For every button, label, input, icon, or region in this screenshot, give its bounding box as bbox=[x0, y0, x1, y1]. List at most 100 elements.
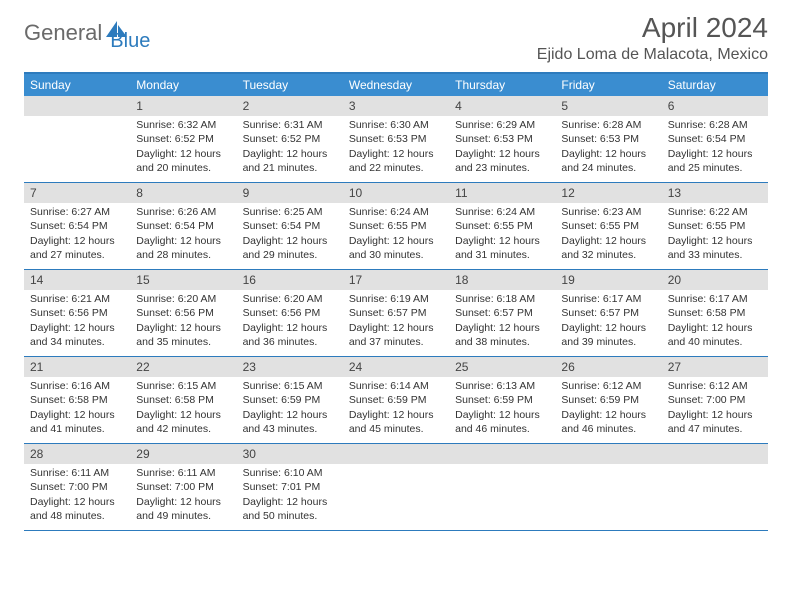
day-cell: 14Sunrise: 6:21 AMSunset: 6:56 PMDayligh… bbox=[24, 270, 130, 356]
day-cell: 24Sunrise: 6:14 AMSunset: 6:59 PMDayligh… bbox=[343, 357, 449, 443]
sunrise-text: Sunrise: 6:20 AM bbox=[136, 292, 230, 306]
day-body: Sunrise: 6:25 AMSunset: 6:54 PMDaylight:… bbox=[237, 203, 343, 266]
day-header-tue: Tuesday bbox=[237, 74, 343, 96]
day-body: Sunrise: 6:13 AMSunset: 6:59 PMDaylight:… bbox=[449, 377, 555, 440]
sunrise-text: Sunrise: 6:17 AM bbox=[561, 292, 655, 306]
location-text: Ejido Loma de Malacota, Mexico bbox=[537, 46, 768, 64]
day-body: Sunrise: 6:27 AMSunset: 6:54 PMDaylight:… bbox=[24, 203, 130, 266]
sunrise-text: Sunrise: 6:28 AM bbox=[668, 118, 762, 132]
sunrise-text: Sunrise: 6:17 AM bbox=[668, 292, 762, 306]
day-body: Sunrise: 6:16 AMSunset: 6:58 PMDaylight:… bbox=[24, 377, 130, 440]
logo-text-blue: Blue bbox=[110, 12, 150, 53]
week-row: 7Sunrise: 6:27 AMSunset: 6:54 PMDaylight… bbox=[24, 183, 768, 270]
weeks-container: 1Sunrise: 6:32 AMSunset: 6:52 PMDaylight… bbox=[24, 96, 768, 531]
day-cell bbox=[24, 96, 130, 182]
day-body: Sunrise: 6:24 AMSunset: 6:55 PMDaylight:… bbox=[449, 203, 555, 266]
day-body: Sunrise: 6:24 AMSunset: 6:55 PMDaylight:… bbox=[343, 203, 449, 266]
daylight-text: Daylight: 12 hours and 22 minutes. bbox=[349, 147, 443, 175]
daylight-text: Daylight: 12 hours and 27 minutes. bbox=[30, 234, 124, 262]
daylight-text: Daylight: 12 hours and 32 minutes. bbox=[561, 234, 655, 262]
day-header-sat: Saturday bbox=[662, 74, 768, 96]
day-cell: 28Sunrise: 6:11 AMSunset: 7:00 PMDayligh… bbox=[24, 444, 130, 530]
sunrise-text: Sunrise: 6:23 AM bbox=[561, 205, 655, 219]
day-cell: 10Sunrise: 6:24 AMSunset: 6:55 PMDayligh… bbox=[343, 183, 449, 269]
day-cell: 5Sunrise: 6:28 AMSunset: 6:53 PMDaylight… bbox=[555, 96, 661, 182]
sunrise-text: Sunrise: 6:30 AM bbox=[349, 118, 443, 132]
sunset-text: Sunset: 6:54 PM bbox=[136, 219, 230, 233]
day-number: 5 bbox=[555, 96, 661, 116]
day-number: 6 bbox=[662, 96, 768, 116]
day-cell: 15Sunrise: 6:20 AMSunset: 6:56 PMDayligh… bbox=[130, 270, 236, 356]
day-cell: 8Sunrise: 6:26 AMSunset: 6:54 PMDaylight… bbox=[130, 183, 236, 269]
day-body: Sunrise: 6:28 AMSunset: 6:53 PMDaylight:… bbox=[555, 116, 661, 179]
sunset-text: Sunset: 6:53 PM bbox=[561, 132, 655, 146]
day-body: Sunrise: 6:26 AMSunset: 6:54 PMDaylight:… bbox=[130, 203, 236, 266]
day-body: Sunrise: 6:17 AMSunset: 6:57 PMDaylight:… bbox=[555, 290, 661, 353]
header: General Blue April 2024 Ejido Loma de Ma… bbox=[0, 0, 792, 68]
day-cell: 23Sunrise: 6:15 AMSunset: 6:59 PMDayligh… bbox=[237, 357, 343, 443]
daylight-text: Daylight: 12 hours and 34 minutes. bbox=[30, 321, 124, 349]
day-number: 28 bbox=[24, 444, 130, 464]
logo-text-general: General bbox=[24, 20, 102, 46]
day-cell: 3Sunrise: 6:30 AMSunset: 6:53 PMDaylight… bbox=[343, 96, 449, 182]
sunrise-text: Sunrise: 6:12 AM bbox=[561, 379, 655, 393]
sunrise-text: Sunrise: 6:15 AM bbox=[136, 379, 230, 393]
day-cell bbox=[449, 444, 555, 530]
daylight-text: Daylight: 12 hours and 20 minutes. bbox=[136, 147, 230, 175]
sunset-text: Sunset: 6:54 PM bbox=[30, 219, 124, 233]
day-body: Sunrise: 6:15 AMSunset: 6:59 PMDaylight:… bbox=[237, 377, 343, 440]
daylight-text: Daylight: 12 hours and 39 minutes. bbox=[561, 321, 655, 349]
sunrise-text: Sunrise: 6:11 AM bbox=[30, 466, 124, 480]
day-cell: 19Sunrise: 6:17 AMSunset: 6:57 PMDayligh… bbox=[555, 270, 661, 356]
sunrise-text: Sunrise: 6:12 AM bbox=[668, 379, 762, 393]
day-cell: 9Sunrise: 6:25 AMSunset: 6:54 PMDaylight… bbox=[237, 183, 343, 269]
sunset-text: Sunset: 6:54 PM bbox=[668, 132, 762, 146]
day-body: Sunrise: 6:21 AMSunset: 6:56 PMDaylight:… bbox=[24, 290, 130, 353]
sunrise-text: Sunrise: 6:32 AM bbox=[136, 118, 230, 132]
sunset-text: Sunset: 7:00 PM bbox=[30, 480, 124, 494]
day-body: Sunrise: 6:31 AMSunset: 6:52 PMDaylight:… bbox=[237, 116, 343, 179]
day-cell: 6Sunrise: 6:28 AMSunset: 6:54 PMDaylight… bbox=[662, 96, 768, 182]
sunset-text: Sunset: 6:59 PM bbox=[243, 393, 337, 407]
day-cell: 7Sunrise: 6:27 AMSunset: 6:54 PMDaylight… bbox=[24, 183, 130, 269]
day-number: 19 bbox=[555, 270, 661, 290]
day-header-thu: Thursday bbox=[449, 74, 555, 96]
day-number: 16 bbox=[237, 270, 343, 290]
daylight-text: Daylight: 12 hours and 46 minutes. bbox=[455, 408, 549, 436]
day-number: 22 bbox=[130, 357, 236, 377]
sunset-text: Sunset: 7:01 PM bbox=[243, 480, 337, 494]
day-body: Sunrise: 6:19 AMSunset: 6:57 PMDaylight:… bbox=[343, 290, 449, 353]
sunrise-text: Sunrise: 6:21 AM bbox=[30, 292, 124, 306]
week-row: 1Sunrise: 6:32 AMSunset: 6:52 PMDaylight… bbox=[24, 96, 768, 183]
day-number: 15 bbox=[130, 270, 236, 290]
day-body: Sunrise: 6:14 AMSunset: 6:59 PMDaylight:… bbox=[343, 377, 449, 440]
day-number: 30 bbox=[237, 444, 343, 464]
sunrise-text: Sunrise: 6:11 AM bbox=[136, 466, 230, 480]
sunset-text: Sunset: 6:55 PM bbox=[561, 219, 655, 233]
day-number: 26 bbox=[555, 357, 661, 377]
day-number: 8 bbox=[130, 183, 236, 203]
day-number bbox=[555, 444, 661, 464]
day-number: 4 bbox=[449, 96, 555, 116]
day-body: Sunrise: 6:12 AMSunset: 6:59 PMDaylight:… bbox=[555, 377, 661, 440]
day-number bbox=[662, 444, 768, 464]
day-number: 25 bbox=[449, 357, 555, 377]
day-cell: 4Sunrise: 6:29 AMSunset: 6:53 PMDaylight… bbox=[449, 96, 555, 182]
sunset-text: Sunset: 6:57 PM bbox=[561, 306, 655, 320]
day-number bbox=[449, 444, 555, 464]
day-header-mon: Monday bbox=[130, 74, 236, 96]
sunset-text: Sunset: 6:59 PM bbox=[561, 393, 655, 407]
day-header-sun: Sunday bbox=[24, 74, 130, 96]
sunset-text: Sunset: 6:56 PM bbox=[243, 306, 337, 320]
day-cell: 26Sunrise: 6:12 AMSunset: 6:59 PMDayligh… bbox=[555, 357, 661, 443]
day-header-fri: Friday bbox=[555, 74, 661, 96]
day-body: Sunrise: 6:10 AMSunset: 7:01 PMDaylight:… bbox=[237, 464, 343, 527]
sunset-text: Sunset: 6:55 PM bbox=[668, 219, 762, 233]
sunrise-text: Sunrise: 6:26 AM bbox=[136, 205, 230, 219]
sunset-text: Sunset: 6:58 PM bbox=[30, 393, 124, 407]
day-cell: 18Sunrise: 6:18 AMSunset: 6:57 PMDayligh… bbox=[449, 270, 555, 356]
sunset-text: Sunset: 7:00 PM bbox=[136, 480, 230, 494]
daylight-text: Daylight: 12 hours and 37 minutes. bbox=[349, 321, 443, 349]
day-number: 12 bbox=[555, 183, 661, 203]
day-body: Sunrise: 6:11 AMSunset: 7:00 PMDaylight:… bbox=[24, 464, 130, 527]
